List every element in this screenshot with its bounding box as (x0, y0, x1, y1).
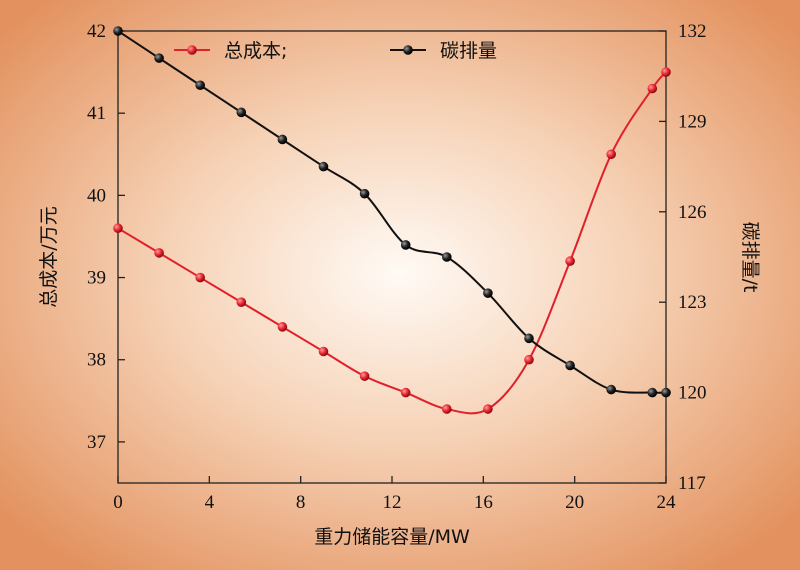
x-tick-label: 20 (565, 492, 584, 513)
data-point-series-1 (195, 272, 205, 283)
y-right-tick-label: 129 (678, 111, 707, 132)
y-right-tick-label: 126 (678, 202, 707, 223)
y-left-tick-label: 42 (87, 21, 106, 42)
data-point-series-1 (154, 248, 164, 258)
data-point-series-1 (524, 354, 534, 365)
y-left-tick-label: 38 (87, 350, 106, 371)
y-right-tick-label: 117 (678, 473, 706, 494)
data-point-series-2 (113, 26, 123, 36)
data-point-series-2 (277, 134, 288, 145)
data-point-series-2 (400, 240, 411, 250)
data-point-series-1 (483, 404, 493, 414)
data-point-series-2 (606, 384, 616, 395)
data-point-series-2 (318, 161, 329, 172)
data-point-series-1 (318, 346, 329, 357)
data-point-series-2 (195, 80, 205, 91)
data-point-series-1 (661, 67, 671, 77)
legend-label-2: 碳排量 (440, 40, 497, 62)
y-left-tick-label: 39 (87, 268, 106, 289)
y-left-axis-title: 总成本/万元 (38, 206, 60, 307)
data-point-series-2 (483, 288, 493, 298)
data-point-series-2 (359, 188, 370, 199)
data-point-series-2 (661, 387, 671, 398)
data-point-series-2 (154, 53, 164, 63)
y-left-tick-label: 40 (87, 185, 106, 206)
data-point-series-2 (442, 252, 452, 262)
x-tick-label: 16 (474, 492, 493, 513)
data-point-series-1 (359, 371, 370, 381)
y-left-tick-label: 41 (87, 103, 106, 124)
legend-marker-1 (187, 45, 197, 55)
data-point-series-1 (647, 83, 658, 94)
data-point-series-2 (524, 333, 534, 344)
y-left-tick-label: 37 (87, 432, 106, 453)
y-right-tick-label: 120 (678, 383, 707, 404)
x-tick-label: 12 (383, 492, 402, 513)
data-point-series-1 (277, 322, 288, 332)
y-right-tick-label: 123 (678, 292, 707, 313)
data-point-series-2 (647, 387, 658, 398)
data-point-series-2 (565, 360, 575, 371)
x-tick-label: 24 (657, 492, 677, 513)
y-right-tick-label: 132 (678, 21, 707, 42)
data-point-series-1 (113, 223, 123, 234)
legend-marker-2 (403, 45, 413, 55)
x-axis-title: 重力储能容量/MW (314, 526, 470, 548)
data-point-series-1 (400, 387, 411, 398)
data-point-series-1 (565, 256, 575, 266)
y-right-axis-title: 碳排量/t (739, 222, 761, 293)
data-point-series-1 (606, 149, 616, 160)
data-point-series-1 (236, 297, 247, 308)
x-tick-label: 8 (296, 492, 306, 513)
data-point-series-2 (236, 107, 247, 118)
legend-label-1: 总成本; (224, 40, 287, 62)
x-tick-label: 4 (205, 492, 215, 513)
series-line-1 (117, 71, 667, 415)
data-point-series-1 (442, 404, 452, 414)
x-tick-label: 0 (113, 492, 123, 513)
